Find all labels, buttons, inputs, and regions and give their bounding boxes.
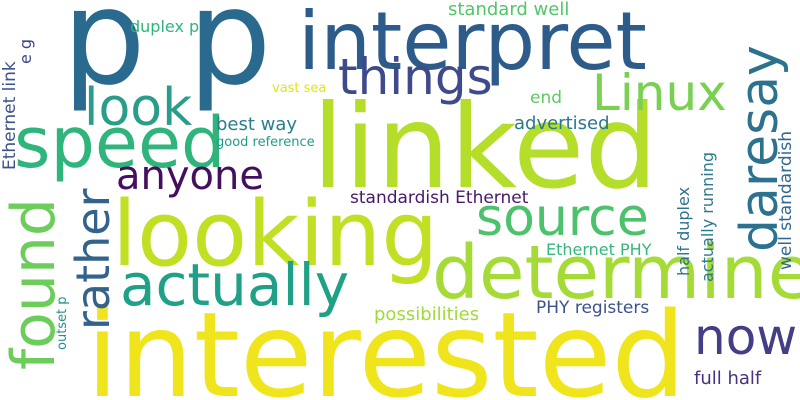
word-now: now	[694, 308, 798, 366]
word-interested: interested	[86, 286, 687, 400]
word-outset-p: outset p	[55, 296, 70, 350]
word-ethernet-link: Ethernet link	[0, 61, 20, 170]
word-look: look	[84, 78, 193, 138]
word-actually: actually	[120, 251, 350, 319]
word-good-reference: good reference	[216, 135, 315, 150]
word-p-p: p p	[62, 0, 272, 115]
word-end: end	[530, 88, 563, 108]
word-half-duplex: half duplex	[674, 186, 693, 276]
word-ethernet-phy: Ethernet PHY	[546, 240, 652, 259]
word-rather: rather	[66, 188, 120, 330]
word-best-way: best way	[216, 114, 298, 135]
word-standardish-ethernet: standardish Ethernet	[350, 188, 529, 208]
word-standard-well: standard well	[448, 0, 570, 20]
word-phy-registers: PHY registers	[536, 298, 650, 318]
word-full-half: full half	[694, 368, 762, 389]
word-anyone: anyone	[116, 153, 264, 199]
word-well-standardish: well standardish	[776, 131, 796, 270]
word-vast-sea: vast sea	[272, 81, 327, 96]
word-looking: looking	[112, 182, 439, 287]
word-actually-running: actually running	[698, 151, 717, 282]
word-duplex-p: duplex p	[130, 17, 200, 36]
word-possibilities: possibilities	[374, 304, 480, 325]
word-determine: determine	[432, 230, 800, 316]
word-interpret: interpret	[298, 0, 647, 88]
word-linked: linked	[312, 80, 659, 215]
word-e-g: e g	[16, 38, 35, 64]
word-speed: speed	[14, 102, 226, 184]
word-things: things	[338, 48, 493, 106]
word-source: source	[476, 188, 649, 248]
word-linux: Linux	[592, 64, 727, 122]
word-advertised: advertised	[514, 113, 610, 134]
